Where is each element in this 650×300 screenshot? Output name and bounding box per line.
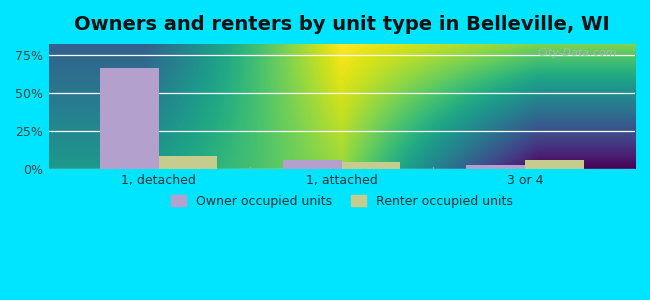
Bar: [525, 160, 584, 169]
Bar: [283, 160, 342, 169]
Bar: [342, 161, 400, 169]
Bar: [159, 156, 217, 169]
Bar: [100, 68, 159, 169]
Title: Owners and renters by unit type in Belleville, WI: Owners and renters by unit type in Belle…: [74, 15, 610, 34]
Legend: Owner occupied units, Renter occupied units: Owner occupied units, Renter occupied un…: [166, 190, 517, 213]
Bar: [467, 165, 525, 169]
Text: City-Data.com: City-Data.com: [538, 48, 617, 58]
